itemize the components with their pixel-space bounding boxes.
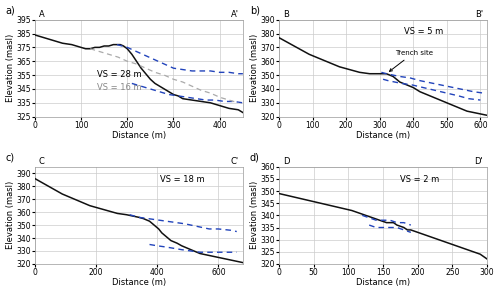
Text: Trench site: Trench site [390,50,433,71]
Text: C: C [39,157,45,166]
Y-axis label: Elevation (masl): Elevation (masl) [250,181,259,250]
Y-axis label: Elevation (masl): Elevation (masl) [6,34,15,102]
Text: VS = 2 m: VS = 2 m [400,175,439,184]
X-axis label: Distance (m): Distance (m) [356,131,410,140]
Text: VS = 28 m: VS = 28 m [97,70,142,79]
Text: VS = 18 m: VS = 18 m [160,175,204,184]
Text: c): c) [6,153,15,163]
Text: a): a) [6,6,16,16]
X-axis label: Distance (m): Distance (m) [112,278,166,287]
Text: A': A' [230,10,238,19]
Y-axis label: Elevation (masl): Elevation (masl) [6,181,15,250]
Text: C': C' [230,157,238,166]
Text: VS = 16 m: VS = 16 m [97,83,142,92]
Text: D': D' [474,157,483,166]
Text: B: B [283,10,289,19]
X-axis label: Distance (m): Distance (m) [356,278,410,287]
Text: d): d) [250,153,260,163]
Text: D: D [283,157,290,166]
X-axis label: Distance (m): Distance (m) [112,131,166,140]
Text: B': B' [475,10,483,19]
Y-axis label: Elevation (masl): Elevation (masl) [250,34,259,102]
Text: b): b) [250,6,260,16]
Text: VS = 5 m: VS = 5 m [404,28,443,36]
Text: A: A [39,10,44,19]
